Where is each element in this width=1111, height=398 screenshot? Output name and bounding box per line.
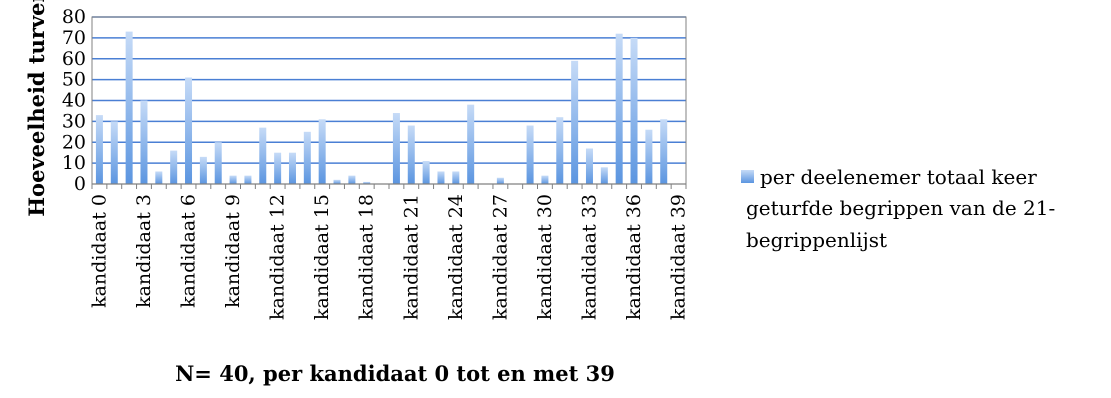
y-tick-label: 40 xyxy=(62,90,86,112)
bar-kandidaat-4 xyxy=(155,171,163,184)
bar-kandidaat-3 xyxy=(140,100,148,184)
bar-kandidaat-23 xyxy=(437,171,445,184)
bar-kandidaat-34 xyxy=(600,167,608,184)
x-tick-label: kandidaat 12 xyxy=(267,194,289,320)
bar-kandidaat-37 xyxy=(645,129,653,184)
x-tick-label: kandidaat 36 xyxy=(623,194,645,320)
bar-kandidaat-20 xyxy=(392,113,400,184)
y-tick-label: 0 xyxy=(74,173,86,195)
x-axis-title: N= 40, per kandidaat 0 tot en met 39 xyxy=(175,361,615,386)
bar-kandidaat-35 xyxy=(615,33,623,185)
bar-kandidaat-36 xyxy=(630,37,638,185)
y-tick-label: 50 xyxy=(62,69,86,91)
x-tick-label: kandidaat 27 xyxy=(489,194,511,320)
bar-kandidaat-6 xyxy=(185,77,193,184)
x-tick-label: kandidaat 9 xyxy=(222,194,244,308)
bar-kandidaat-11 xyxy=(259,127,267,184)
x-tick-label: kandidaat 3 xyxy=(133,194,155,308)
y-tick-label: 80 xyxy=(62,6,86,28)
bar-kandidaat-2 xyxy=(125,31,133,184)
axes xyxy=(91,16,687,189)
legend-label-line-1: per deelenemer totaal keer xyxy=(760,165,1037,189)
x-tick-label: kandidaat 39 xyxy=(668,194,690,320)
x-tick-label: kandidaat 24 xyxy=(445,194,467,320)
bar-kandidaat-38 xyxy=(660,119,668,184)
bar-kandidaat-24 xyxy=(452,171,460,184)
legend-swatch xyxy=(741,170,754,183)
bar-kandidaat-8 xyxy=(214,142,222,184)
bar-kandidaat-31 xyxy=(556,117,564,184)
bar-kandidaat-14 xyxy=(303,131,311,184)
bar-kandidaat-27 xyxy=(496,177,504,184)
bar-kandidaat-7 xyxy=(199,156,207,184)
x-tick-label: kandidaat 18 xyxy=(356,194,378,320)
bar-kandidaat-32 xyxy=(571,60,579,185)
bar-kandidaat-16 xyxy=(333,179,341,184)
bar-kandidaat-9 xyxy=(229,175,237,184)
legend: per deelenemer totaal keer geturfde begr… xyxy=(741,165,1055,252)
bar-kandidaat-25 xyxy=(467,104,475,184)
bar-kandidaat-21 xyxy=(407,125,415,184)
bar-kandidaat-29 xyxy=(526,125,534,184)
legend-label-line-3: begrippenlijst xyxy=(746,228,887,252)
bar-kandidaat-22 xyxy=(422,161,430,184)
bar-kandidaat-12 xyxy=(274,152,282,184)
y-tick-label: 60 xyxy=(62,48,86,70)
x-tick-labels: kandidaat 0 kandidaat 3 kandidaat 6 kandida… xyxy=(88,194,689,320)
bar-kandidaat-0 xyxy=(95,115,103,184)
y-axis-title: Hoeveelheid turven xyxy=(24,0,49,217)
x-tick-label: kandidaat 30 xyxy=(534,194,556,320)
x-tick-label: kandidaat 0 xyxy=(88,194,110,308)
bar-kandidaat-10 xyxy=(244,175,252,184)
x-tick-label: kandidaat 6 xyxy=(178,194,200,308)
bar-kandidaat-15 xyxy=(318,119,326,184)
bars xyxy=(95,31,668,185)
gridlines xyxy=(92,16,686,164)
bar-kandidaat-17 xyxy=(348,175,356,184)
x-tick-label: kandidaat 21 xyxy=(400,194,422,320)
bar-kandidaat-30 xyxy=(541,175,549,184)
y-tick-label: 30 xyxy=(62,110,86,132)
x-tick-label: kandidaat 33 xyxy=(578,194,600,320)
y-tick-label: 70 xyxy=(62,27,86,49)
bar-kandidaat-33 xyxy=(585,148,593,184)
y-tick-label: 20 xyxy=(62,131,86,153)
legend-label-line-2: geturfde begrippen van de 21- xyxy=(746,196,1055,220)
y-tick-label: 10 xyxy=(62,152,86,174)
bar-kandidaat-18 xyxy=(363,181,371,184)
bar-kandidaat-5 xyxy=(170,150,178,184)
x-tick-label: kandidaat 15 xyxy=(311,194,333,320)
bar-kandidaat-13 xyxy=(288,152,296,184)
bar-kandidaat-1 xyxy=(110,121,118,185)
